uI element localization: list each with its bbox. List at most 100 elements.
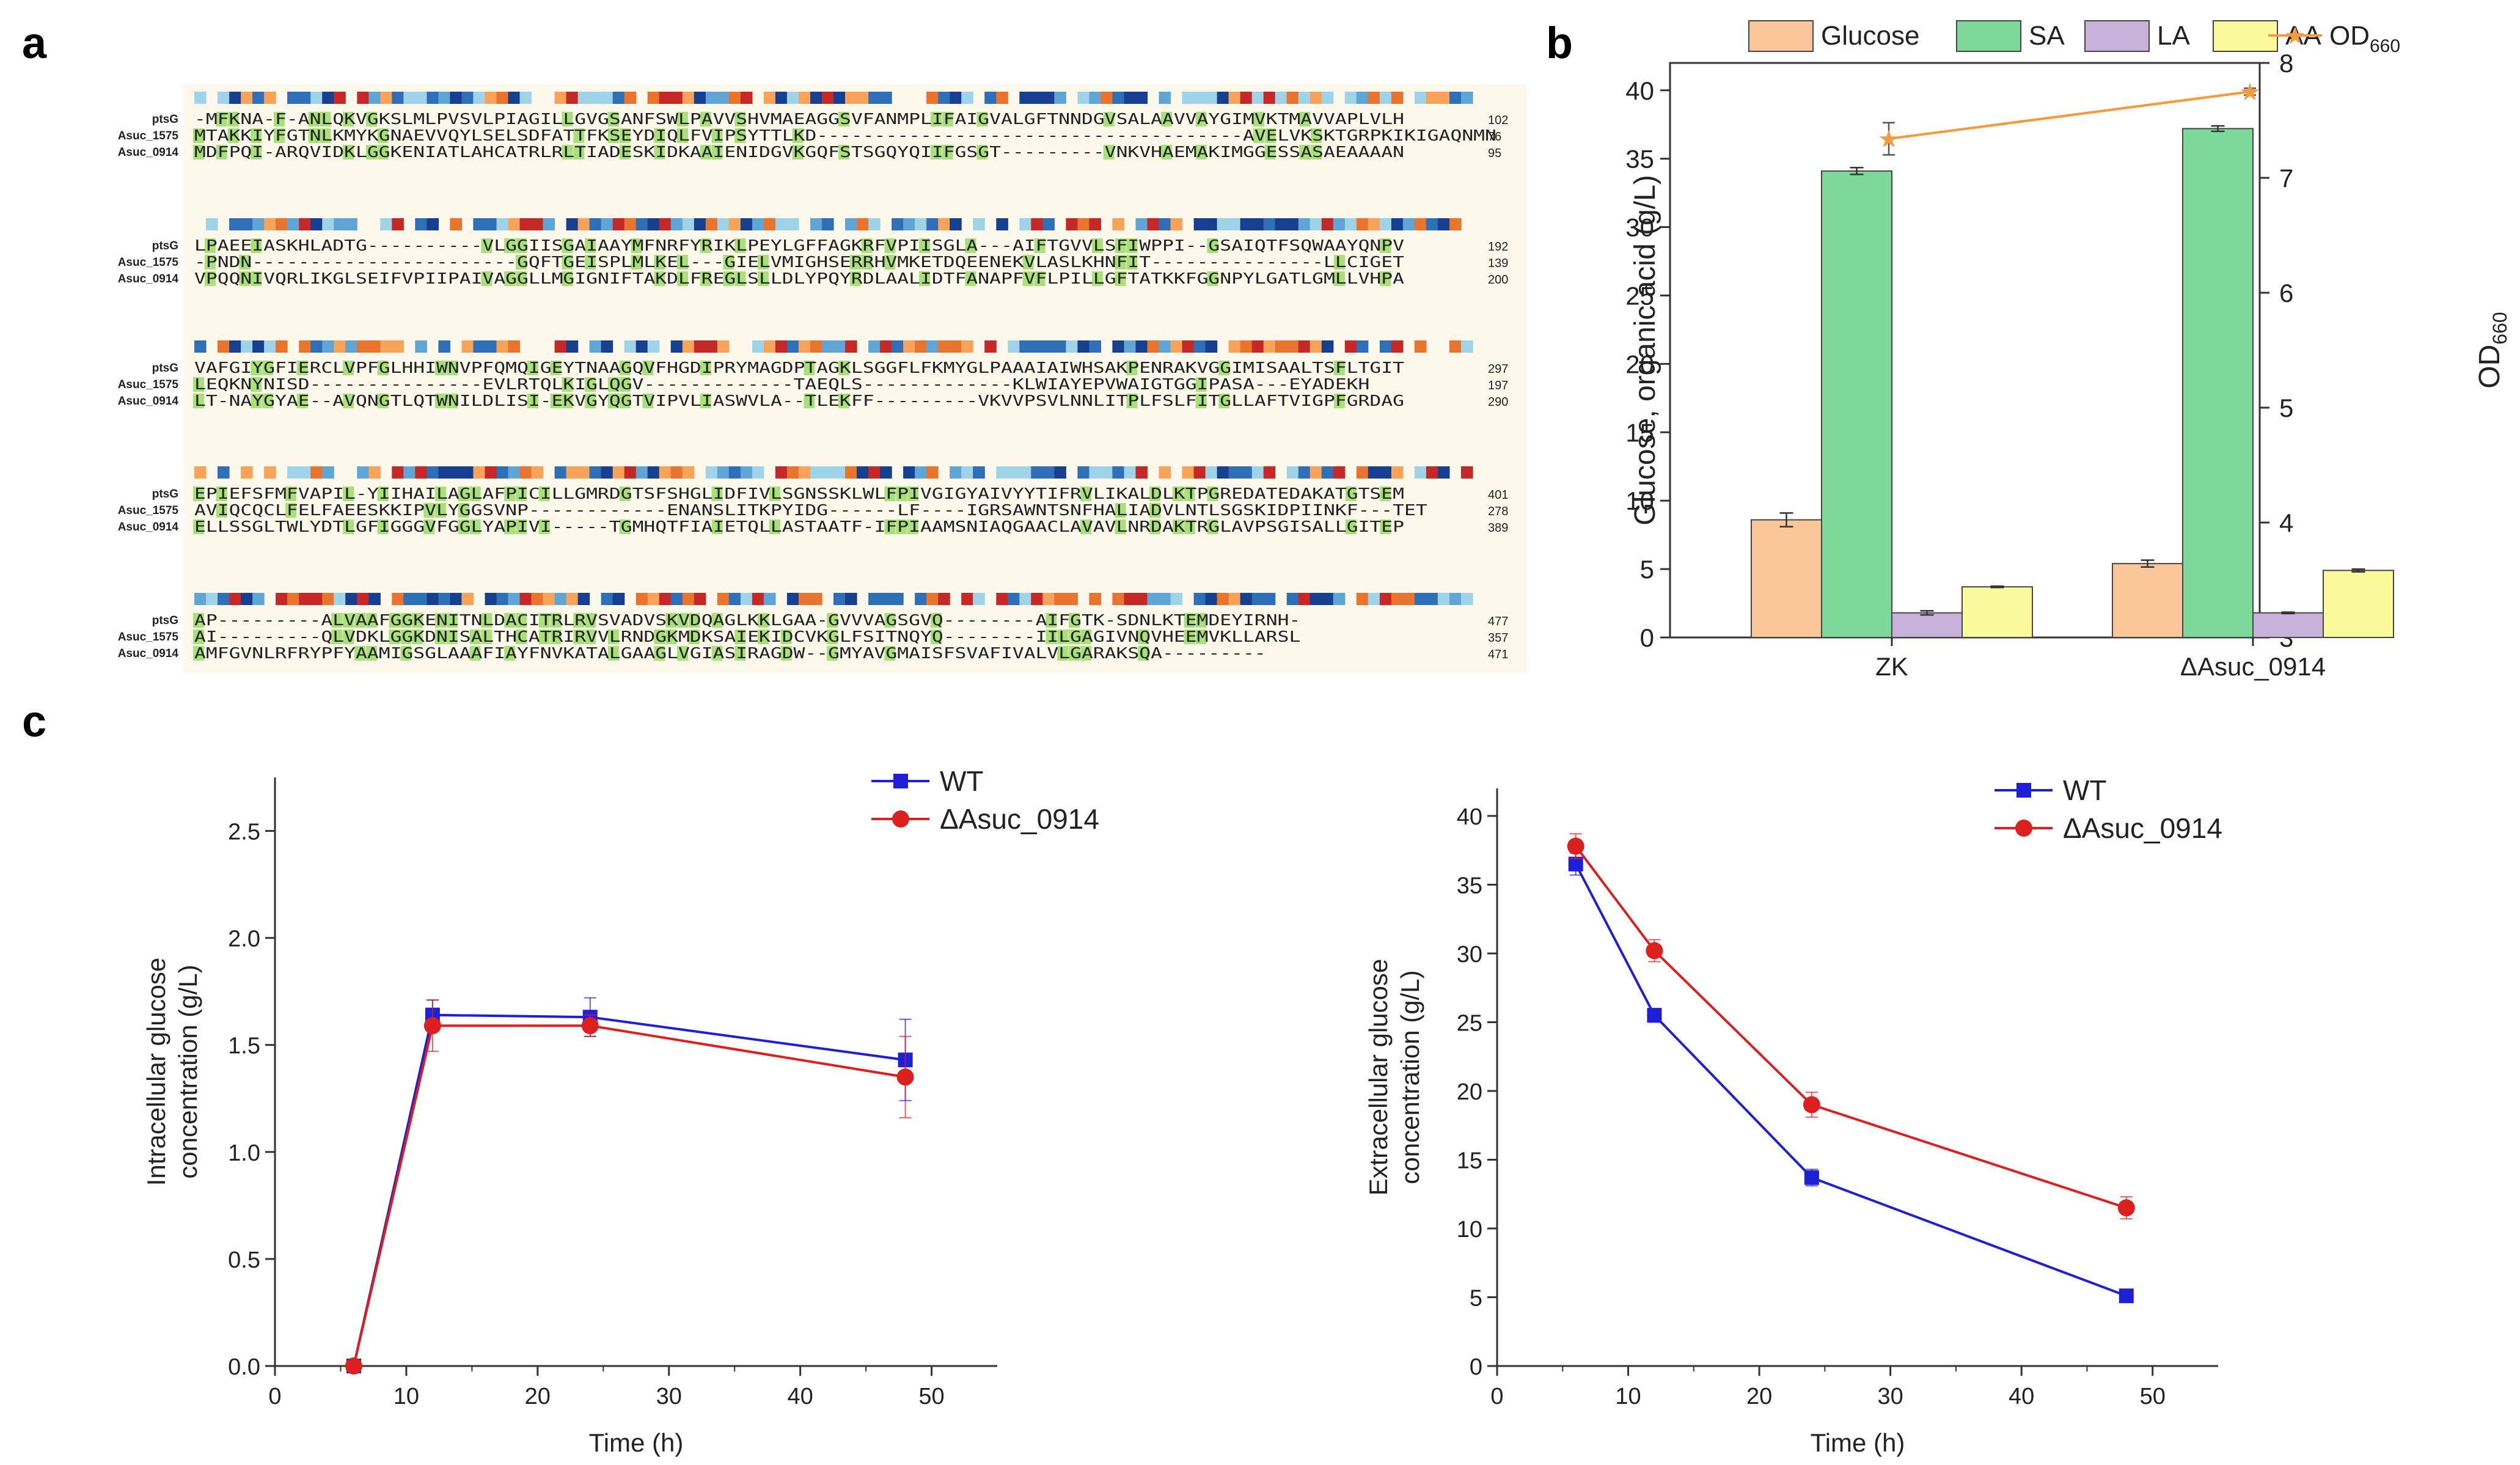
identity-highlight [780, 630, 792, 644]
conservation-cell [1182, 466, 1195, 479]
conservation-cell [1321, 92, 1334, 104]
conservation-cell [566, 92, 579, 104]
conservation-cell [1182, 340, 1195, 353]
conservation-cell [485, 92, 497, 104]
conservation-cell [368, 593, 381, 605]
conservation-cell [310, 218, 323, 230]
conservation-cell [1309, 340, 1322, 353]
identity-highlight [1091, 238, 1103, 253]
sequence-residues: LEQKNYNISD---------------EVLRTQLKIGLQGV-… [194, 375, 1369, 393]
sequence-alignment: ptsG -MFKNA-F-ANLQKVGKSLMLPVSVLPIAGILLGVG… [118, 84, 1526, 672]
identity-highlight [573, 630, 585, 644]
conservation-cell [810, 92, 822, 104]
identity-highlight [1253, 112, 1264, 127]
conservation-cell [717, 218, 730, 230]
identity-highlight [239, 271, 251, 286]
conservation-cell [1379, 92, 1392, 104]
identity-highlight [389, 613, 400, 628]
identity-highlight [1380, 520, 1391, 534]
identity-highlight [734, 646, 746, 661]
identity-highlight [296, 361, 308, 375]
conservation-cell [1263, 340, 1276, 353]
identity-highlight [562, 255, 573, 270]
conservation-cell [589, 218, 602, 230]
conservation-cell [1193, 593, 1206, 605]
x-axis-label: Time (h) [589, 1428, 684, 1457]
conservation-cell [496, 466, 509, 479]
bar-la [1891, 612, 1963, 639]
conservation-cell [1333, 218, 1346, 230]
conservation-cell [368, 466, 381, 479]
identity-highlight [1115, 271, 1126, 286]
x-tick-label: 0 [268, 1384, 281, 1409]
identity-highlight [619, 377, 631, 392]
identity-highlight [481, 630, 493, 644]
conservation-cell [1042, 92, 1055, 104]
conservation-cell [705, 92, 718, 104]
identity-highlight [481, 271, 493, 286]
conservation-cell [1391, 593, 1404, 605]
identity-highlight [976, 145, 988, 160]
conservation-cell [903, 218, 915, 230]
conservation-cell [740, 92, 753, 104]
conservation-cell [473, 466, 485, 479]
line-chart-extracellular-glucose: 0 5 10 15 20 25 30 35 40 0 10 20 30 40 50 Time (h) Extra… [1364, 774, 2222, 1457]
y-tick-label: 5 [1640, 555, 1654, 584]
identity-highlight [1161, 145, 1172, 160]
identity-highlight [700, 271, 711, 286]
conservation-cell [519, 92, 532, 104]
legend-marker-od: ★ [2284, 23, 2306, 50]
identity-highlight [365, 613, 377, 628]
conservation-cell [334, 218, 346, 230]
conservation-cell [229, 593, 241, 605]
conservation-cell [833, 593, 846, 605]
identity-highlight [654, 646, 665, 661]
conservation-cell [322, 340, 334, 353]
conservation-cell [1368, 466, 1380, 479]
conservation-cell [508, 593, 521, 605]
conservation-cell [1089, 340, 1101, 353]
identity-highlight [469, 630, 481, 644]
identity-highlight [1333, 255, 1345, 270]
conservation-cell [996, 92, 1008, 104]
identity-highlight [1149, 486, 1161, 501]
conservation-cell [798, 340, 811, 353]
y2-axis-label: OD660 [2474, 312, 2511, 388]
conservation-cell [322, 92, 334, 104]
conservation-cell [287, 92, 299, 104]
conservation-cell [984, 92, 997, 104]
conservation-cell [880, 340, 892, 353]
conservation-cell [287, 218, 299, 230]
identity-highlight [1345, 520, 1357, 534]
y-tick-label: 2.5 [228, 820, 260, 845]
conservation-cell [1356, 92, 1369, 104]
identity-highlight [1299, 112, 1311, 127]
y-tick-label: 20 [1625, 350, 1654, 378]
conservation-cell [624, 218, 637, 230]
conservation-cell [1182, 92, 1195, 104]
conservation-cell [1008, 466, 1020, 479]
conservation-cell [752, 593, 764, 605]
identity-highlight [296, 394, 308, 408]
conservation-cell [647, 92, 660, 104]
conservation-cell [218, 593, 230, 605]
conservation-cell [1368, 92, 1380, 104]
sequence-end-position: 278 [1488, 505, 1508, 518]
y-axis-label-line1: Extracellular glucose [1364, 959, 1393, 1196]
conservation-cell [1251, 92, 1264, 104]
identity-highlight [1264, 145, 1276, 160]
conservation-cell [1426, 92, 1438, 104]
y-tick-label: 2.0 [228, 927, 260, 952]
conservation-cell [1298, 593, 1311, 605]
conservation-cell [357, 593, 369, 605]
conservation-cell [229, 92, 241, 104]
line-chart-intracellular-glucose: 0.0 0.5 1.0 1.5 2.0 2.5 0 10 20 30 40 50 Time (h) Int… [142, 765, 1099, 1457]
conservation-cell [717, 593, 730, 605]
conservation-cell [973, 218, 985, 230]
sequence-end-position: 192 [1488, 240, 1508, 254]
identity-highlight [285, 503, 296, 518]
conservation-cell [566, 593, 579, 605]
conservation-cell [1263, 593, 1276, 605]
identity-highlight [585, 255, 596, 270]
identity-highlight [838, 145, 849, 160]
